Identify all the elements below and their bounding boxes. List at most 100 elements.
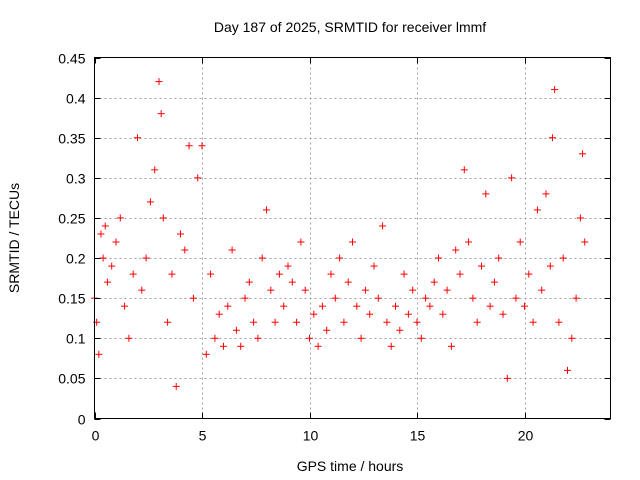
data-point [383,318,391,326]
data-point [318,302,326,310]
data-point [581,238,589,246]
data-point [413,318,421,326]
data-point [103,278,111,286]
data-point [439,310,447,318]
data-point [546,262,554,270]
data-point [353,302,361,310]
y-tick-label: 0.2 [66,251,86,267]
data-point [181,246,189,254]
data-point [392,302,399,310]
data-point [164,318,172,326]
data-point [495,254,503,262]
data-point [112,238,120,246]
data-point [443,286,451,294]
data-point [99,254,107,262]
data-point [361,286,369,294]
data-point [548,134,556,142]
data-point [456,270,464,278]
data-point [220,342,227,350]
data-point [155,78,163,86]
data-point [310,310,318,318]
points [91,78,589,390]
data-point [198,142,206,150]
data-point [482,190,490,198]
data-point [267,286,275,294]
data-point [245,278,253,286]
data-point [284,262,292,270]
data-point [331,294,339,302]
y-tick-label: 0.1 [66,331,86,347]
y-tick-label: 0.45 [58,51,85,67]
y-tick-label: 0.15 [58,291,85,307]
data-point [271,318,279,326]
data-point [503,374,511,382]
data-point [157,110,165,118]
data-point [232,326,240,334]
data-point [344,278,352,286]
data-point [430,278,438,286]
data-point [404,310,412,318]
y-tick-label: 0.05 [58,371,85,387]
data-point [529,318,537,326]
data-point [275,270,283,278]
data-point [306,334,313,342]
x-tick-label: 20 [518,428,534,444]
data-point [349,238,356,246]
data-point [435,254,442,262]
data-point [340,318,348,326]
data-point [241,294,249,302]
data-point [215,310,223,318]
y-tick-label: 0.3 [66,171,86,187]
data-point [516,238,524,246]
data-point [422,294,430,302]
y-tick-label: 0.4 [66,91,86,107]
data-point [551,86,559,94]
data-point [508,174,516,182]
data-point [254,334,262,342]
data-point [142,254,150,262]
x-axis-label: GPS time / hours [297,458,404,474]
data-point [469,294,477,302]
data-point [499,310,507,318]
data-point [374,294,382,302]
y-tick-label: 0 [78,412,86,428]
data-point [138,286,146,294]
data-point [409,286,417,294]
data-point [172,382,180,390]
data-point [189,294,197,302]
data-point [579,150,587,158]
data-point [370,262,378,270]
data-point [125,334,133,342]
data-point [336,254,344,262]
chart-title: Day 187 of 2025, SRMTID for receiver lmm… [214,19,486,35]
data-point [207,270,215,278]
x-tick-label: 10 [303,428,319,444]
data-point [95,350,103,358]
data-point [366,310,374,318]
x-tick-label: 5 [199,428,207,444]
data-point [512,294,520,302]
data-point [417,334,425,342]
data-point [460,166,468,174]
data-point [490,278,498,286]
data-point [108,262,116,270]
data-point [559,254,567,262]
data-point [486,302,494,310]
data-point [146,198,154,206]
data-point [263,206,270,214]
data-point [237,342,245,350]
axis-ticks [94,57,611,420]
data-point [478,262,485,270]
data-point [568,334,576,342]
data-point [194,174,202,182]
data-point [228,246,236,254]
y-tick-labels: 0 0.05 0.1 0.15 0.2 0.25 0.3 0.35 0.4 0.45 [58,51,85,428]
data-point [314,342,322,350]
data-point [426,302,434,310]
data-point [452,246,460,254]
x-tick-labels: 0 5 10 15 20 [92,428,534,444]
data-point [542,190,550,198]
data-point [555,318,563,326]
data-point [400,270,408,278]
